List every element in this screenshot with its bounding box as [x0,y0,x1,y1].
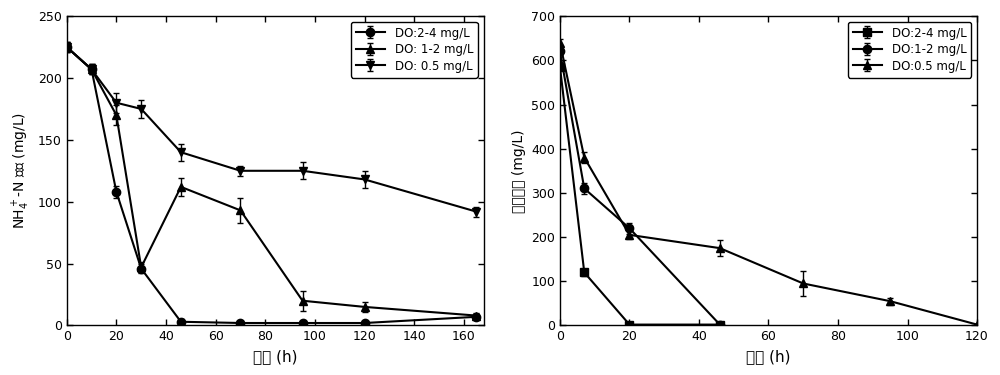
Legend: DO:2-4 mg/L, DO:1-2 mg/L, DO:0.5 mg/L: DO:2-4 mg/L, DO:1-2 mg/L, DO:0.5 mg/L [848,22,971,78]
X-axis label: 时间 (h): 时间 (h) [253,349,297,364]
X-axis label: 时间 (h): 时间 (h) [746,349,791,364]
Legend: DO:2-4 mg/L, DO: 1-2 mg/L, DO: 0.5 mg/L: DO:2-4 mg/L, DO: 1-2 mg/L, DO: 0.5 mg/L [351,22,478,78]
Y-axis label: 苯酚浓度 (mg/L): 苯酚浓度 (mg/L) [512,129,526,213]
Y-axis label: NH$_4^+$-N 浓度 (mg/L): NH$_4^+$-N 浓度 (mg/L) [11,112,32,230]
